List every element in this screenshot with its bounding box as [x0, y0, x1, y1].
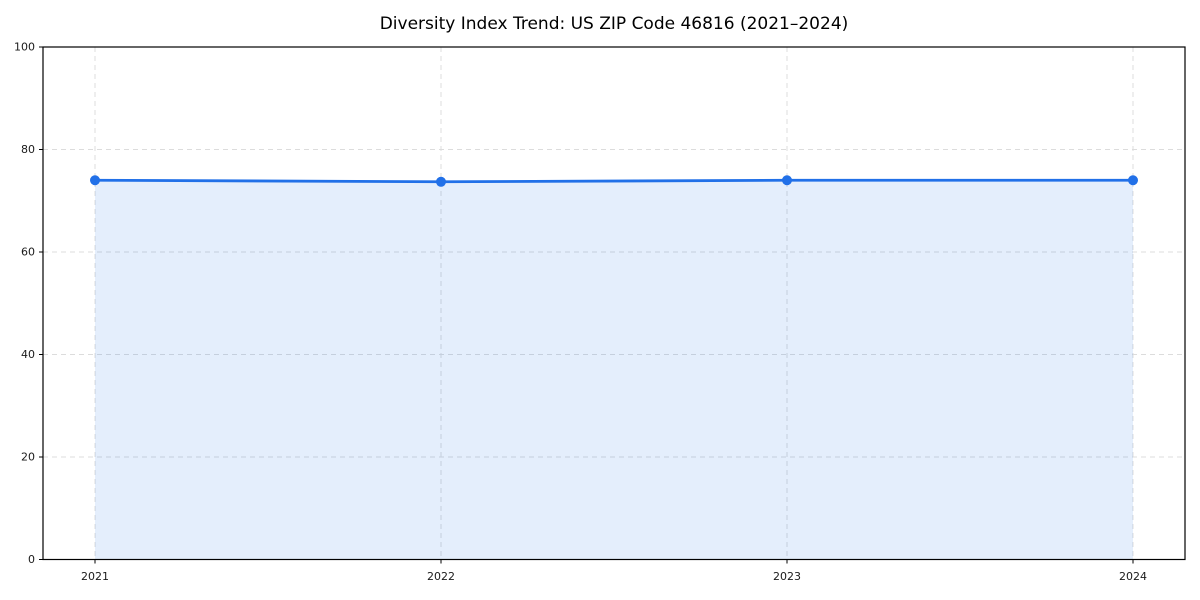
area-fill — [95, 180, 1133, 560]
chart-title: Diversity Index Trend: US ZIP Code 46816… — [380, 14, 849, 34]
data-point-marker — [90, 175, 100, 186]
y-tick-label: 40 — [21, 348, 35, 361]
x-tick-label: 2024 — [1119, 570, 1147, 583]
y-tick-label: 60 — [21, 246, 35, 259]
y-tick-label: 0 — [28, 553, 35, 566]
x-tick-label: 2022 — [427, 570, 455, 583]
plot-frame — [42, 46, 1186, 561]
y-tick-label: 100 — [14, 41, 35, 54]
x-tick-label: 2023 — [773, 570, 801, 583]
data-point-marker — [436, 176, 446, 187]
chart-layers: 0 20 40 60 80 100 2021 2022 2023 2024 — [14, 41, 1186, 583]
data-point-marker — [782, 175, 792, 186]
x-tick-label: 2021 — [81, 570, 109, 583]
y-tick-label: 20 — [21, 451, 35, 464]
trend-line — [93, 178, 1135, 184]
data-point-marker — [1128, 175, 1138, 186]
y-tick-label: 80 — [21, 143, 35, 156]
